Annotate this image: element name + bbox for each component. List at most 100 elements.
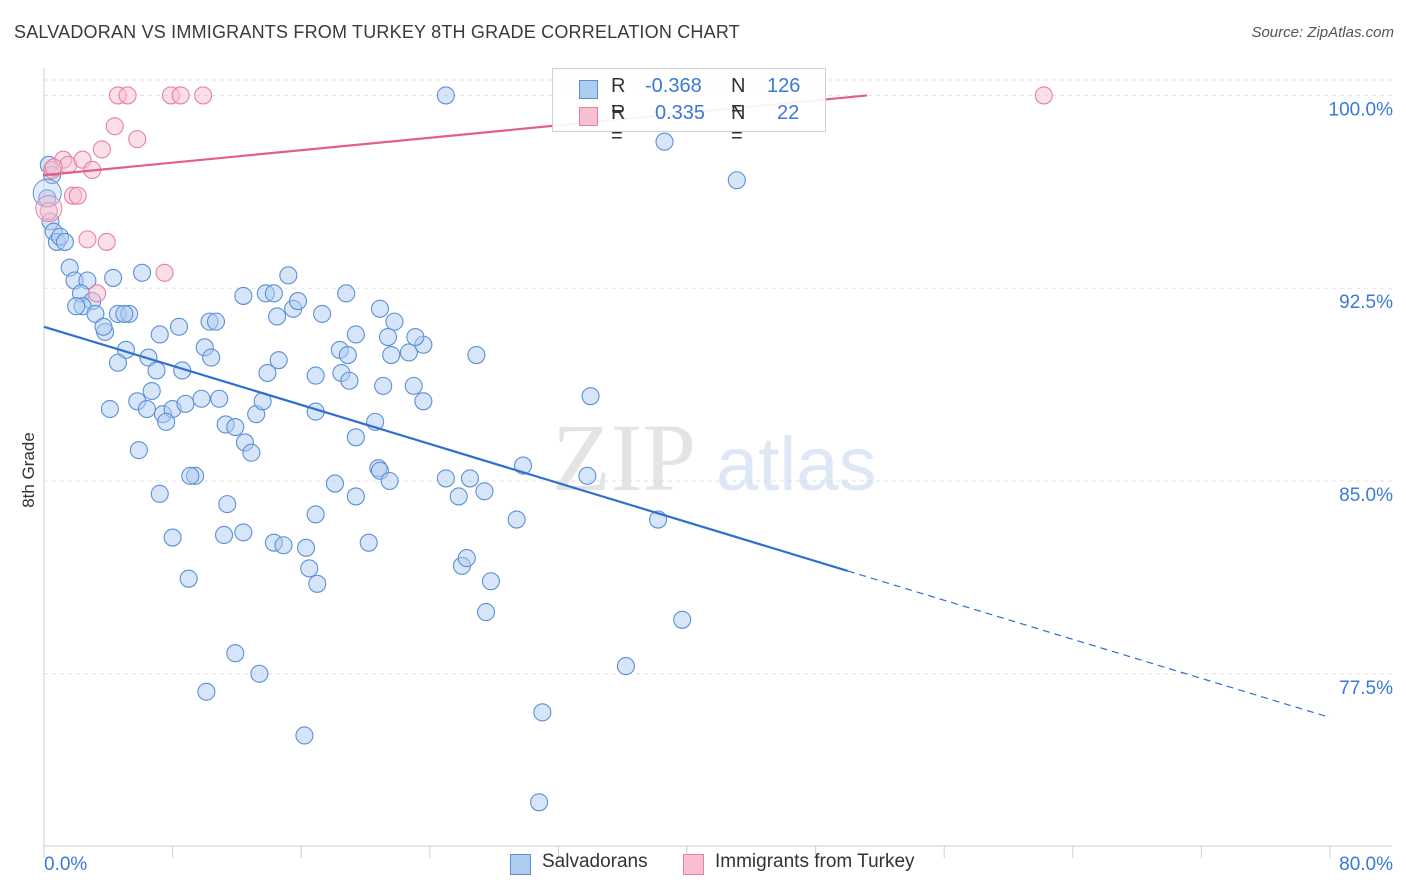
series-turkey-points [35, 86, 1053, 303]
trendline-salvadorans [43, 325, 849, 573]
data-point-salvadorans [150, 484, 169, 503]
data-point-salvadorans [115, 304, 134, 323]
data-point-salvadorans [234, 286, 253, 305]
data-point-salvadorans [150, 325, 169, 344]
data-point-turkey [118, 86, 137, 105]
chart-title: SALVADORAN VS IMMIGRANTS FROM TURKEY 8TH… [14, 22, 740, 42]
x-tick-label-max: 80.0% [1339, 854, 1393, 875]
data-point-salvadorans [295, 726, 314, 745]
y-tick-labels: 77.5% 85.0% 92.5% 100.0% [1329, 99, 1394, 698]
data-point-turkey [78, 230, 97, 249]
data-point-salvadorans [370, 299, 390, 318]
y-tick-label: 100.0% [1329, 99, 1394, 120]
data-point-salvadorans [449, 487, 468, 506]
data-point-turkey [39, 202, 58, 221]
data-point-salvadorans [181, 466, 200, 485]
data-point-salvadorans [530, 793, 549, 812]
legend-n-label: N = [731, 75, 746, 120]
data-point-salvadorans [163, 528, 182, 547]
source-credit: Source: ZipAtlas.com [1251, 24, 1394, 41]
data-point-salvadorans [378, 327, 398, 347]
data-point-turkey [97, 232, 116, 251]
data-point-salvadorans [94, 317, 113, 336]
data-point-salvadorans [477, 603, 496, 622]
data-point-turkey [128, 130, 147, 149]
data-point-salvadorans [250, 664, 269, 683]
data-point-salvadorans [338, 345, 357, 365]
data-point-salvadorans [176, 394, 195, 413]
data-point-salvadorans [179, 569, 198, 588]
legend-swatch-blue [510, 854, 531, 875]
data-point-salvadorans [481, 572, 500, 591]
data-point-salvadorans [337, 284, 356, 303]
data-point-salvadorans [288, 292, 308, 311]
data-point-salvadorans [108, 353, 127, 372]
data-point-turkey [44, 158, 63, 177]
data-point-salvadorans [533, 703, 552, 722]
data-point-salvadorans [258, 363, 277, 383]
data-point-salvadorans [460, 469, 480, 488]
data-point-salvadorans [436, 86, 455, 105]
data-point-salvadorans [268, 307, 287, 326]
data-point-salvadorans [86, 304, 105, 323]
data-point-salvadorans [226, 417, 245, 437]
data-point-salvadorans [234, 523, 253, 542]
data-point-salvadorans [157, 412, 176, 431]
data-point-salvadorans [67, 297, 86, 316]
legend-r-value: -0.368 [645, 75, 702, 97]
data-point-salvadorans [242, 443, 261, 462]
data-point-salvadorans [359, 533, 378, 552]
legend-swatch-pink [579, 107, 598, 126]
data-point-salvadorans [655, 132, 674, 151]
data-point-salvadorans [340, 371, 359, 390]
y-tick-label: 85.0% [1339, 485, 1393, 506]
legend-n-label: N = [731, 102, 746, 147]
data-point-salvadorans [308, 574, 327, 593]
legend-n-value: 22 [777, 102, 800, 124]
data-point-turkey [194, 86, 213, 105]
data-point-salvadorans [616, 657, 635, 676]
data-point-salvadorans [380, 471, 399, 491]
data-point-salvadorans [147, 361, 166, 380]
legend-r-label: R = [611, 102, 626, 147]
data-point-salvadorans [406, 327, 425, 347]
data-point-salvadorans [206, 312, 226, 331]
data-point-salvadorans [214, 525, 234, 545]
data-point-turkey [68, 186, 87, 205]
legend-n-value: 126 [767, 75, 801, 97]
data-point-salvadorans [581, 387, 600, 406]
watermark-atlas: atlas [716, 422, 877, 507]
data-point-salvadorans [325, 474, 345, 493]
legend-swatch-pink [683, 854, 704, 875]
data-point-salvadorans [313, 304, 332, 323]
data-point-turkey [1034, 86, 1053, 105]
data-point-turkey [87, 284, 107, 303]
data-point-salvadorans [513, 456, 533, 475]
data-point-salvadorans [467, 345, 486, 365]
data-point-salvadorans [226, 644, 245, 663]
grid-lines [44, 79, 1392, 675]
data-point-salvadorans [274, 536, 293, 555]
data-point-turkey [155, 263, 174, 282]
data-point-turkey [105, 117, 124, 136]
watermark: ZIP atlas [552, 404, 877, 511]
data-point-salvadorans [104, 268, 123, 287]
data-point-salvadorans [279, 266, 298, 285]
watermark-zip: ZIP [552, 404, 696, 511]
data-point-salvadorans [382, 345, 401, 365]
data-point-salvadorans [727, 171, 746, 190]
data-point-salvadorans [129, 441, 148, 460]
data-point-turkey [92, 140, 111, 159]
data-point-salvadorans [306, 366, 325, 385]
data-point-salvadorans [306, 505, 325, 524]
data-point-salvadorans [346, 325, 365, 344]
data-point-salvadorans [133, 263, 152, 282]
legend-label-salvadorans: Salvadorans [542, 851, 648, 872]
data-point-salvadorans [197, 682, 216, 701]
data-point-turkey [35, 195, 63, 223]
data-point-salvadorans [346, 428, 365, 447]
data-point-salvadorans [142, 381, 161, 401]
data-point-salvadorans [296, 538, 316, 557]
data-point-salvadorans [404, 376, 423, 395]
